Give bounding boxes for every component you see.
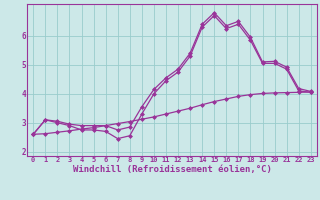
X-axis label: Windchill (Refroidissement éolien,°C): Windchill (Refroidissement éolien,°C) (73, 165, 271, 174)
